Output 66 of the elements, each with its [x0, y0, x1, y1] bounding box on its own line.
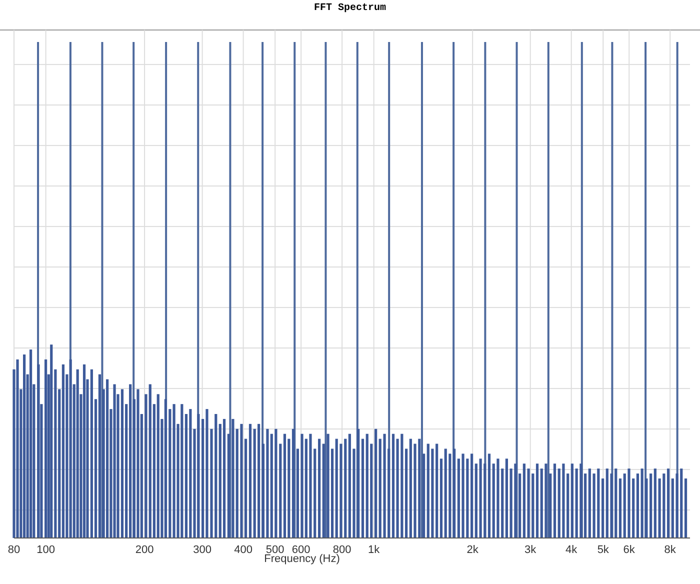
x-tick-label: 800	[332, 544, 352, 556]
bar	[240, 424, 243, 538]
bar	[470, 454, 474, 538]
bar	[488, 454, 491, 538]
bar	[422, 454, 426, 538]
bar	[274, 428, 278, 538]
x-tick-label: 4k	[566, 544, 578, 556]
bar	[544, 464, 548, 538]
x-tick-label: 2k	[466, 544, 479, 556]
bar	[279, 444, 282, 538]
bar	[366, 434, 368, 538]
bar	[666, 468, 670, 538]
bar	[518, 474, 522, 538]
bar	[514, 464, 517, 538]
x-tick-label: 5k	[597, 544, 610, 556]
bar	[266, 428, 269, 538]
x-tick-label: 200	[135, 544, 154, 556]
bar	[601, 478, 604, 538]
bar	[584, 474, 587, 538]
bar	[462, 454, 464, 538]
bar	[300, 434, 304, 538]
bar	[662, 474, 666, 538]
x-axis-title: Frequency (Hz)	[264, 553, 340, 565]
bar	[309, 434, 312, 538]
x-tick-label: 400	[234, 544, 252, 556]
bar	[654, 468, 656, 538]
bar	[562, 464, 565, 538]
bar	[636, 474, 640, 538]
bar	[292, 428, 295, 538]
bar	[326, 434, 330, 538]
bar	[479, 458, 482, 538]
bar	[505, 458, 508, 538]
bar	[248, 424, 252, 538]
x-tick-label: 80	[8, 544, 20, 556]
bar	[580, 464, 582, 538]
bar	[474, 464, 478, 538]
bar	[684, 478, 688, 538]
bar	[570, 464, 574, 538]
bar	[232, 418, 234, 538]
x-tick-label: 300	[193, 544, 212, 556]
bar	[383, 434, 386, 538]
bar	[553, 464, 556, 538]
bar	[536, 464, 539, 538]
bar	[440, 458, 443, 538]
bar	[496, 458, 500, 538]
bar	[258, 424, 260, 538]
x-tick-label: 100	[36, 544, 55, 556]
bar	[444, 448, 447, 538]
bar	[189, 409, 192, 538]
x-tick-label: 1k	[368, 544, 380, 556]
bar	[361, 438, 364, 538]
bar	[318, 438, 321, 538]
bar	[374, 428, 378, 538]
x-tick-label: 3k	[524, 544, 537, 556]
bar	[197, 414, 200, 538]
bar	[618, 478, 622, 538]
x-tick-label: 6k	[623, 544, 636, 556]
x-tick-label: 8k	[664, 544, 676, 556]
bar	[405, 448, 408, 538]
bar	[392, 434, 395, 538]
bar	[628, 468, 630, 538]
x-tick-label: 600	[292, 544, 310, 556]
chart-title: FFT Spectrum	[314, 3, 386, 14]
bar	[452, 448, 456, 538]
bar	[222, 418, 226, 538]
bar	[283, 434, 286, 538]
